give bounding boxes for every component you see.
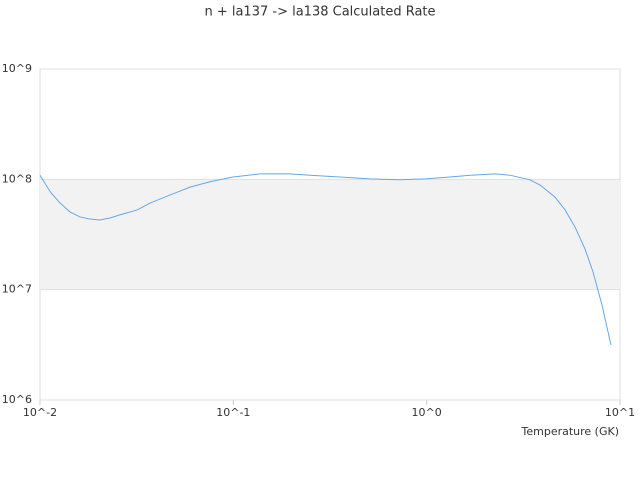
y-tick-label: 10^9 [2, 62, 32, 75]
grid-band [40, 179, 620, 290]
y-tick-label: 10^6 [2, 393, 32, 406]
chart-title: n + la137 -> la138 Calculated Rate [204, 5, 435, 20]
x-tick-label: 10^-1 [216, 406, 250, 419]
x-tick-label: 10^-2 [23, 406, 57, 419]
data-line [39, 173, 612, 346]
y-tick-label: 10^7 [2, 283, 32, 296]
x-axis-label: Temperature (GK) [521, 425, 620, 438]
x-tick-label: 10^0 [412, 406, 442, 419]
x-tick-label: 10^1 [605, 406, 635, 419]
y-tick-label: 10^8 [2, 172, 32, 185]
